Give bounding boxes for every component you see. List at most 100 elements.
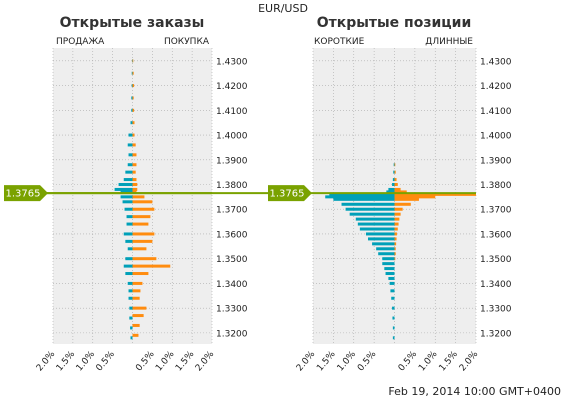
bar-long <box>394 257 396 261</box>
bar-sell <box>131 96 133 100</box>
bar-short <box>341 202 395 206</box>
y-tick-label: 1.3700 <box>480 206 512 216</box>
bar-sell <box>127 247 133 251</box>
bar-buy <box>132 153 137 157</box>
y-tick-label: 1.3400 <box>216 280 248 290</box>
y-tick-label: 1.4000 <box>216 132 248 142</box>
bar-sell <box>131 108 133 112</box>
chart-timestamp: Feb 19, 2014 10:00 GMT+0400 <box>388 385 561 398</box>
bar-buy <box>132 314 144 318</box>
bar-sell <box>128 296 133 300</box>
x-tick-label: 0.5% <box>356 349 379 373</box>
y-tick-label: 1.3900 <box>216 156 248 166</box>
x-tick-label: 1.0% <box>154 349 177 373</box>
bar-buy <box>132 108 135 112</box>
bar-buy <box>132 59 134 63</box>
bar-short <box>357 222 395 226</box>
bar-sell <box>125 272 133 276</box>
bar-buy <box>132 232 155 236</box>
y-tick-label: 1.3300 <box>480 305 512 315</box>
bar-long <box>394 190 407 194</box>
x-tick-label: 1.0% <box>336 349 359 373</box>
bar-sell <box>128 133 133 137</box>
bar-short <box>384 267 395 271</box>
bar-long <box>394 183 398 187</box>
label-short: КОРОТКИЕ <box>314 37 365 47</box>
current-price-label: 1.3765 <box>6 189 41 200</box>
bar-buy <box>132 281 143 285</box>
bar-buy <box>132 323 140 327</box>
bar-buy <box>132 207 155 211</box>
y-tick-label: 1.3200 <box>480 329 512 339</box>
bar-short <box>388 187 395 191</box>
bar-sell <box>114 187 133 191</box>
bar-buy <box>132 71 134 75</box>
bar-short <box>329 192 395 196</box>
bar-buy <box>132 170 136 174</box>
x-tick-label: 1.0% <box>417 349 440 373</box>
y-tick-label: 1.4000 <box>480 132 512 142</box>
bar-buy <box>132 178 137 182</box>
bar-sell <box>126 222 133 226</box>
y-tick-label: 1.4300 <box>480 57 512 67</box>
bar-short <box>392 326 395 330</box>
panel-title-orders: Открытые заказы <box>60 15 205 31</box>
bar-buy <box>132 143 136 147</box>
bar-short <box>390 289 395 293</box>
bar-sell <box>126 215 133 219</box>
y-tick-label: 1.4200 <box>216 82 248 92</box>
panel-open-positions: Открытые позиции КОРОТКИЕ ДЛИННЫЕ 1.4300… <box>40 15 512 373</box>
bar-buy <box>132 333 139 337</box>
y-tick-label: 1.3300 <box>216 305 248 315</box>
bar-short <box>389 281 395 285</box>
bar-long <box>394 163 396 167</box>
bar-short <box>365 232 395 236</box>
bar-buy <box>132 272 149 276</box>
bar-long <box>394 202 411 206</box>
x-tick-label: 2.0% <box>458 349 481 373</box>
bar-sell <box>132 59 133 63</box>
bar-sell <box>125 170 133 174</box>
bar-buy <box>132 296 140 300</box>
bar-long <box>394 227 398 231</box>
bar-long <box>394 232 397 236</box>
y-tick-label: 1.3700 <box>216 206 248 216</box>
current-price-label: 1.3765 <box>270 189 305 200</box>
panel-open-orders: Открытые заказы ПРОДАЖА ПОКУПКА 1.43001.… <box>4 15 248 373</box>
bar-sell <box>124 207 133 211</box>
bar-buy <box>132 222 149 226</box>
bar-buy <box>132 84 135 88</box>
bar-long <box>394 170 396 174</box>
bar-buy <box>132 306 147 310</box>
y-tick-label: 1.3800 <box>216 181 248 191</box>
bar-sell <box>127 163 133 167</box>
bar-sell <box>125 239 133 243</box>
y-tick-label: 1.3500 <box>480 255 512 265</box>
y-tick-label: 1.3600 <box>216 230 248 240</box>
bar-sell <box>123 232 133 236</box>
bar-sell <box>131 71 133 75</box>
bar-buy <box>132 200 153 204</box>
x-tick-label: 2.0% <box>194 349 217 373</box>
bar-short <box>376 247 395 251</box>
bar-sell <box>127 281 133 285</box>
bar-buy <box>132 195 145 199</box>
bar-short <box>392 178 395 182</box>
current-price-flag <box>268 185 312 202</box>
bar-long <box>394 192 476 196</box>
bar-long <box>394 222 399 226</box>
bar-short <box>385 272 395 276</box>
x-tick-label: 1.5% <box>174 349 197 373</box>
bar-buy <box>132 239 153 243</box>
label-long: ДЛИННЫЕ <box>425 37 473 47</box>
bar-sell <box>125 257 133 261</box>
bar-short <box>378 252 395 256</box>
x-tick-label: 0.5% <box>134 349 157 373</box>
bar-sell <box>130 121 133 125</box>
bar-short <box>325 195 395 199</box>
y-tick-label: 1.3900 <box>480 156 512 166</box>
bar-buy <box>132 264 171 268</box>
bar-sell <box>118 183 133 187</box>
y-tick-label: 1.3600 <box>480 230 512 240</box>
bar-short <box>391 296 395 300</box>
